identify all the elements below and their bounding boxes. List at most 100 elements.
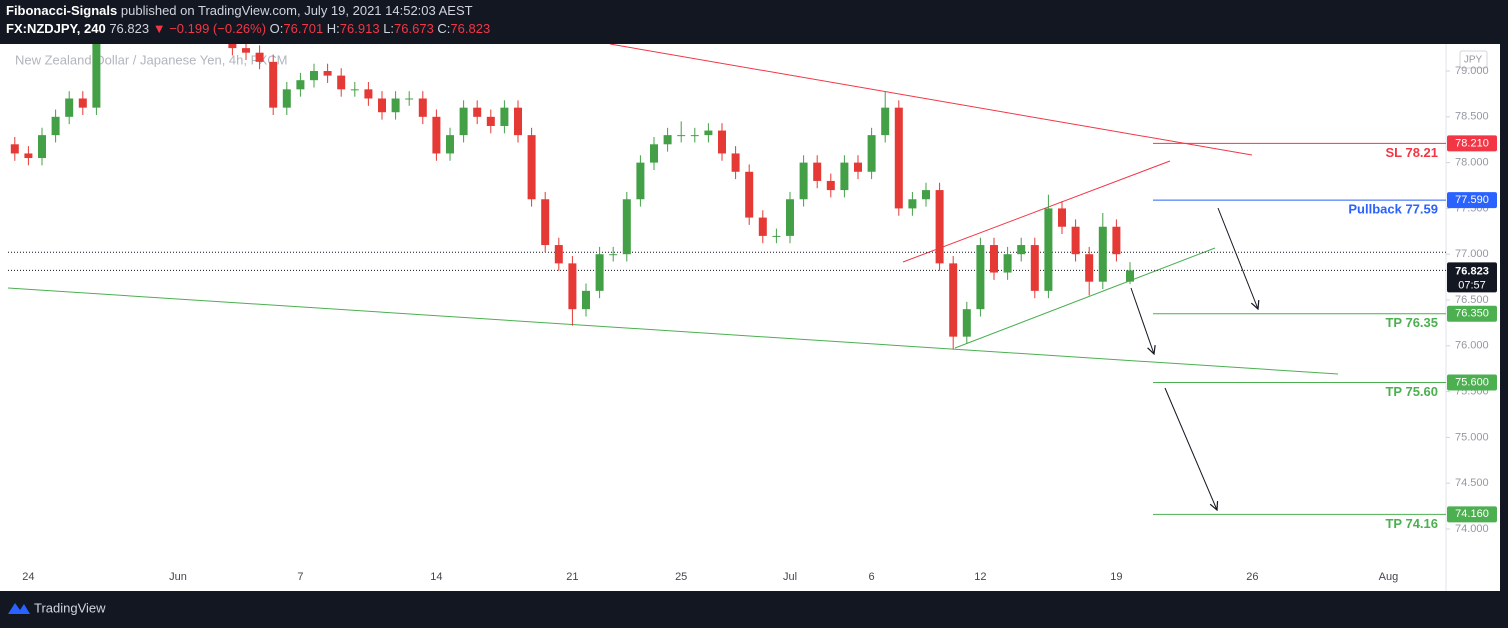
candle-body xyxy=(935,190,944,264)
plot xyxy=(7,44,1446,515)
candle-body xyxy=(473,107,482,117)
candle-body xyxy=(568,263,577,310)
candle-body xyxy=(1071,226,1080,255)
logo xyxy=(8,603,30,614)
candle-body xyxy=(350,89,359,91)
candle-body xyxy=(391,98,400,113)
candle-body xyxy=(990,245,998,273)
x-tick-label: 6 xyxy=(869,571,875,583)
candle-body xyxy=(609,254,618,256)
price-tag-label: 78.210 xyxy=(1455,137,1489,149)
level-label: Pullback 77.59 xyxy=(1348,202,1438,217)
candle-body xyxy=(255,52,264,62)
level-label: TP 76.35 xyxy=(1385,315,1438,330)
candle-body xyxy=(881,107,890,136)
y-tick-label: 78.500 xyxy=(1455,111,1489,123)
candle-body xyxy=(364,89,373,99)
trend-line xyxy=(954,247,1216,349)
candle-body xyxy=(24,153,33,159)
candle-body xyxy=(310,71,318,81)
currency: JPY xyxy=(1464,55,1483,66)
candle-body xyxy=(78,98,87,108)
candle-body xyxy=(405,98,414,100)
arrow xyxy=(1217,207,1258,309)
candle-body xyxy=(854,162,862,172)
candle-body xyxy=(731,153,740,172)
candle-body xyxy=(337,75,346,90)
y-tick-label: 74.000 xyxy=(1455,523,1489,535)
price-axis: 79.00078.50078.00077.50077.00076.50076.0… xyxy=(1446,65,1489,535)
brand: TradingView xyxy=(34,600,106,615)
arrow xyxy=(1130,287,1154,354)
price-tag xyxy=(1447,135,1497,152)
x-tick-label: Jul xyxy=(783,571,797,583)
candle-body xyxy=(962,309,971,337)
y-tick-label: 79.000 xyxy=(1455,65,1489,77)
level-label: TP 75.60 xyxy=(1385,384,1438,399)
candle-body xyxy=(65,98,74,117)
last: 76.823 xyxy=(109,21,149,36)
y-tick-label: 76.500 xyxy=(1455,294,1489,306)
chart-area xyxy=(0,44,1500,591)
level-label: SL 78.21 xyxy=(1385,145,1438,160)
candle-body xyxy=(840,162,849,191)
x-tick-label: 24 xyxy=(22,571,34,583)
candle-body xyxy=(949,263,958,337)
watermark: New Zealand Dollar / Japanese Yen, 4h, F… xyxy=(15,52,287,67)
candle-body xyxy=(242,48,250,53)
candle-body xyxy=(582,290,590,310)
price-tag-label: 76.350 xyxy=(1455,308,1489,320)
candle-body xyxy=(718,130,726,154)
candle-body xyxy=(704,130,713,136)
candle-body xyxy=(650,144,658,163)
o-label: O: xyxy=(270,21,284,36)
candle-body xyxy=(527,135,536,200)
candle-body xyxy=(663,135,672,145)
price-tag-label: 75.600 xyxy=(1455,376,1489,388)
candle-body xyxy=(500,107,509,126)
x-tick-label: Aug xyxy=(1379,571,1399,583)
candle-body xyxy=(541,199,550,246)
c-label: C: xyxy=(437,21,450,36)
candle-body xyxy=(51,116,60,136)
publisher: Fibonacci-Signals xyxy=(6,3,117,18)
x-tick-label: 12 xyxy=(974,571,986,583)
candle-body xyxy=(867,135,876,172)
l-label: L: xyxy=(383,21,394,36)
price-tag xyxy=(1447,192,1497,209)
candle-body xyxy=(813,162,822,181)
candle-body xyxy=(418,98,427,117)
candle-body xyxy=(1003,254,1012,273)
price-tag xyxy=(1447,305,1497,322)
x-tick-label: Jun xyxy=(169,571,187,583)
candle-body xyxy=(758,217,767,236)
candle-body xyxy=(976,245,985,310)
candle-body xyxy=(1030,245,1039,291)
candle-body xyxy=(296,80,305,90)
candle-body xyxy=(1126,270,1134,282)
candle-body xyxy=(745,171,754,218)
arrow xyxy=(1164,387,1217,510)
price-tag-label: 74.160 xyxy=(1455,508,1489,520)
candle-body xyxy=(323,71,332,76)
candle-body xyxy=(1112,226,1121,255)
candle-body xyxy=(282,89,291,108)
symbol: FX:NZDJPY, 240 xyxy=(6,21,106,36)
header-line: Fibonacci-Signals published on TradingVi… xyxy=(6,3,473,18)
x-tick-label: 14 xyxy=(430,571,442,583)
candle-body xyxy=(1058,208,1066,227)
x-tick-label: 19 xyxy=(1110,571,1122,583)
trend-line xyxy=(7,287,1339,375)
candle-body xyxy=(799,162,808,200)
candle-body xyxy=(432,116,441,154)
published: published on TradingView.com, July 19, 2… xyxy=(121,3,473,18)
last-price-label: 76.823 xyxy=(1455,265,1489,277)
x-tick-label: 25 xyxy=(675,571,687,583)
candle-body xyxy=(690,135,699,137)
candle-body xyxy=(92,44,101,108)
x-tick-label: 26 xyxy=(1246,571,1258,583)
h-label: H: xyxy=(327,21,340,36)
o: 76.701 xyxy=(283,21,323,36)
candle-body xyxy=(908,199,917,209)
